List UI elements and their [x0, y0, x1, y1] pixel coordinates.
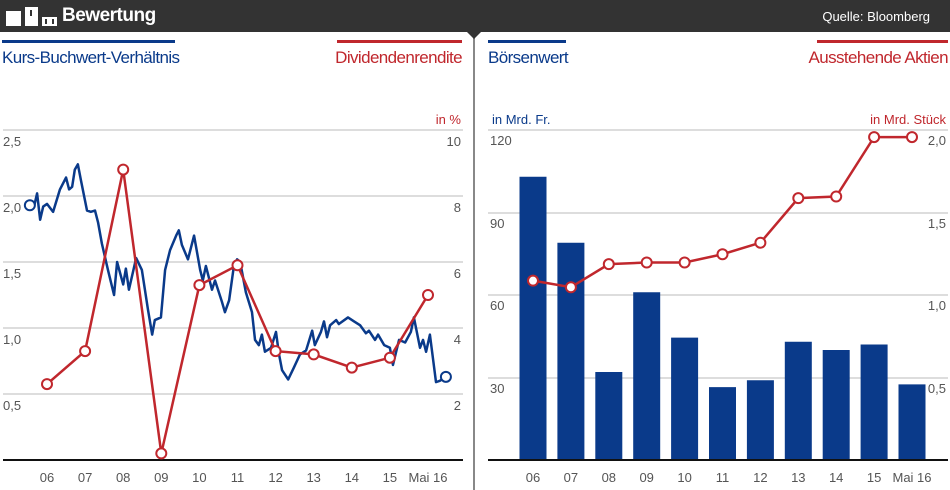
- y-left-tick: 2,0: [3, 200, 21, 215]
- marketcap-bar: [822, 350, 850, 460]
- y-left-tick: 90: [490, 216, 504, 231]
- marketcap-bar: [557, 242, 585, 460]
- panel-divider: [473, 32, 475, 490]
- marketcap-bar: [633, 292, 661, 460]
- y-right-tick: 2: [454, 398, 461, 413]
- shares-point: [678, 256, 691, 269]
- x-tick: 09: [639, 470, 653, 485]
- y-left-tick: 2,5: [3, 134, 21, 149]
- x-tick: Mai 16: [892, 470, 931, 485]
- widget-title: Bewertung: [62, 5, 156, 26]
- marketcap-bar: [671, 337, 699, 460]
- x-tick: 11: [716, 470, 730, 485]
- x-tick: 12: [268, 470, 282, 485]
- shares-point: [640, 256, 653, 269]
- y-left-tick: 30: [490, 381, 504, 396]
- x-tick: 08: [602, 470, 616, 485]
- dividend-point: [41, 378, 53, 391]
- marketcap-bar: [898, 384, 926, 460]
- y-right-tick: 4: [454, 332, 461, 347]
- dividend-line: [46, 169, 430, 454]
- x-tick: 13: [306, 470, 320, 485]
- y-right-tick: 2,0: [928, 133, 946, 148]
- dividend-point: [307, 348, 320, 361]
- y-right-tick: 8: [454, 200, 461, 215]
- marketcap-bar: [746, 380, 774, 460]
- y-right-tick: 0,5: [928, 381, 946, 396]
- dividend-point: [193, 279, 206, 292]
- unit-label-percent: in %: [436, 112, 462, 127]
- legend-line-marketcap: [488, 40, 566, 43]
- marketcap-bar: [595, 372, 623, 460]
- shares-point: [754, 236, 767, 249]
- shares-point: [564, 281, 577, 294]
- x-tick: 15: [383, 470, 397, 485]
- kbv-endpoint: [439, 370, 452, 383]
- dividend-point: [422, 289, 434, 301]
- shares-point: [830, 190, 843, 203]
- legend-line-shares: [817, 40, 948, 43]
- layout-icon-large[interactable]: [6, 11, 21, 26]
- legend-kbv: Kurs-Buchwert-Verhältnis: [2, 48, 180, 67]
- marketcap-bar: [860, 344, 888, 460]
- legend-line-kbv: [2, 40, 175, 43]
- y-left-tick: 1,0: [3, 332, 21, 347]
- x-tick: 10: [677, 470, 691, 485]
- dividend-point: [117, 163, 130, 176]
- dividend-point: [383, 351, 396, 364]
- x-tick: 09: [154, 470, 168, 485]
- layout-icon-column[interactable]: [25, 7, 38, 26]
- dividend-point: [155, 447, 168, 460]
- dividend-point: [345, 361, 358, 374]
- divider-notch: [467, 32, 481, 39]
- x-tick: 07: [564, 470, 578, 485]
- unit-label-mrd-fr: in Mrd. Fr.: [492, 112, 551, 127]
- marketcap-bar: [709, 387, 736, 460]
- layout-icon-table[interactable]: [42, 17, 57, 26]
- y-left-tick: 1,5: [3, 266, 21, 281]
- x-tick: 14: [345, 470, 359, 485]
- y-left-tick: 60: [490, 298, 504, 313]
- marketcap-bar: [784, 341, 812, 460]
- legend-marketcap: Börsenwert: [488, 48, 569, 67]
- shares-point: [716, 248, 729, 261]
- header-bar: Bewertung Quelle: Bloomberg: [0, 0, 950, 32]
- y-right-tick: 1,5: [928, 216, 946, 231]
- dividend-point: [231, 259, 244, 272]
- x-tick: 15: [867, 470, 881, 485]
- source-label: Quelle: Bloomberg: [822, 9, 930, 24]
- x-tick: 12: [753, 470, 767, 485]
- x-tick: 13: [791, 470, 805, 485]
- x-tick: Mai 16: [408, 470, 447, 485]
- dividend-point: [269, 345, 282, 358]
- unit-label-mrd-stueck: in Mrd. Stück: [870, 112, 946, 127]
- shares-point: [527, 274, 539, 287]
- legend-shares: Ausstehende Aktien: [808, 48, 949, 67]
- x-tick: 14: [829, 470, 843, 485]
- kbv-endpoint: [23, 199, 36, 212]
- x-tick: 08: [116, 470, 130, 485]
- shares-point: [602, 258, 615, 271]
- x-tick: 10: [192, 470, 206, 485]
- y-right-tick: 1,0: [928, 298, 946, 313]
- y-right-tick: 10: [447, 134, 461, 149]
- x-tick: 06: [40, 470, 54, 485]
- marketcap-bar: [519, 176, 547, 460]
- shares-point: [792, 192, 805, 205]
- y-left-tick: 120: [490, 133, 512, 148]
- x-tick: 06: [526, 470, 540, 485]
- x-tick: 07: [78, 470, 92, 485]
- legend-line-dividend: [337, 40, 462, 43]
- shares-point: [868, 131, 881, 144]
- y-right-tick: 6: [454, 266, 461, 281]
- shares-point: [906, 131, 918, 144]
- y-left-tick: 0,5: [3, 398, 21, 413]
- legend-dividend: Dividendenrendite: [335, 48, 462, 67]
- x-tick: 11: [231, 470, 245, 485]
- dividend-point: [79, 345, 92, 358]
